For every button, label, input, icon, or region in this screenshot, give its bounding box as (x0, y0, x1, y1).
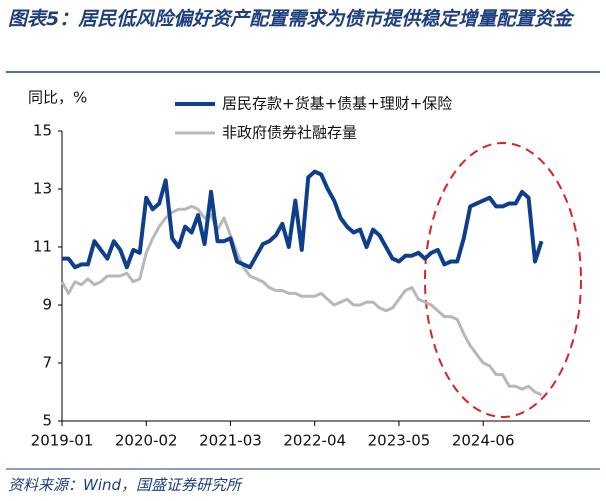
x-tick-label: 2024-06 (452, 432, 515, 450)
series-line (62, 169, 544, 270)
y-tick-label: 5 (42, 412, 52, 430)
legend-label: 居民存款+货基+债基+理财+保险 (222, 95, 452, 113)
y-tick-label: 15 (33, 122, 52, 140)
x-tick-label: 2022-04 (283, 432, 346, 450)
x-tick-label: 2019-01 (31, 432, 94, 450)
y-tick-label: 7 (42, 354, 52, 372)
y-axis-label: 同比，% (28, 89, 87, 107)
source-note: 资料来源：Wind，国盛证券研究所 (8, 476, 242, 494)
highlight-ellipse (424, 142, 582, 418)
y-tick-label: 11 (33, 238, 52, 256)
y-tick-label: 13 (33, 180, 52, 198)
x-tick-label: 2023-05 (368, 432, 431, 450)
x-tick-label: 2021-03 (199, 432, 262, 450)
y-tick-label: 9 (42, 296, 52, 314)
chart-title: 图表5：居民低风险偏好资产配置需求为债市提供稳定增量配置资金 (8, 8, 573, 30)
legend-label: 非政府债券社融存量 (222, 124, 357, 142)
series-line (60, 204, 543, 397)
x-tick-label: 2020-02 (115, 432, 178, 450)
